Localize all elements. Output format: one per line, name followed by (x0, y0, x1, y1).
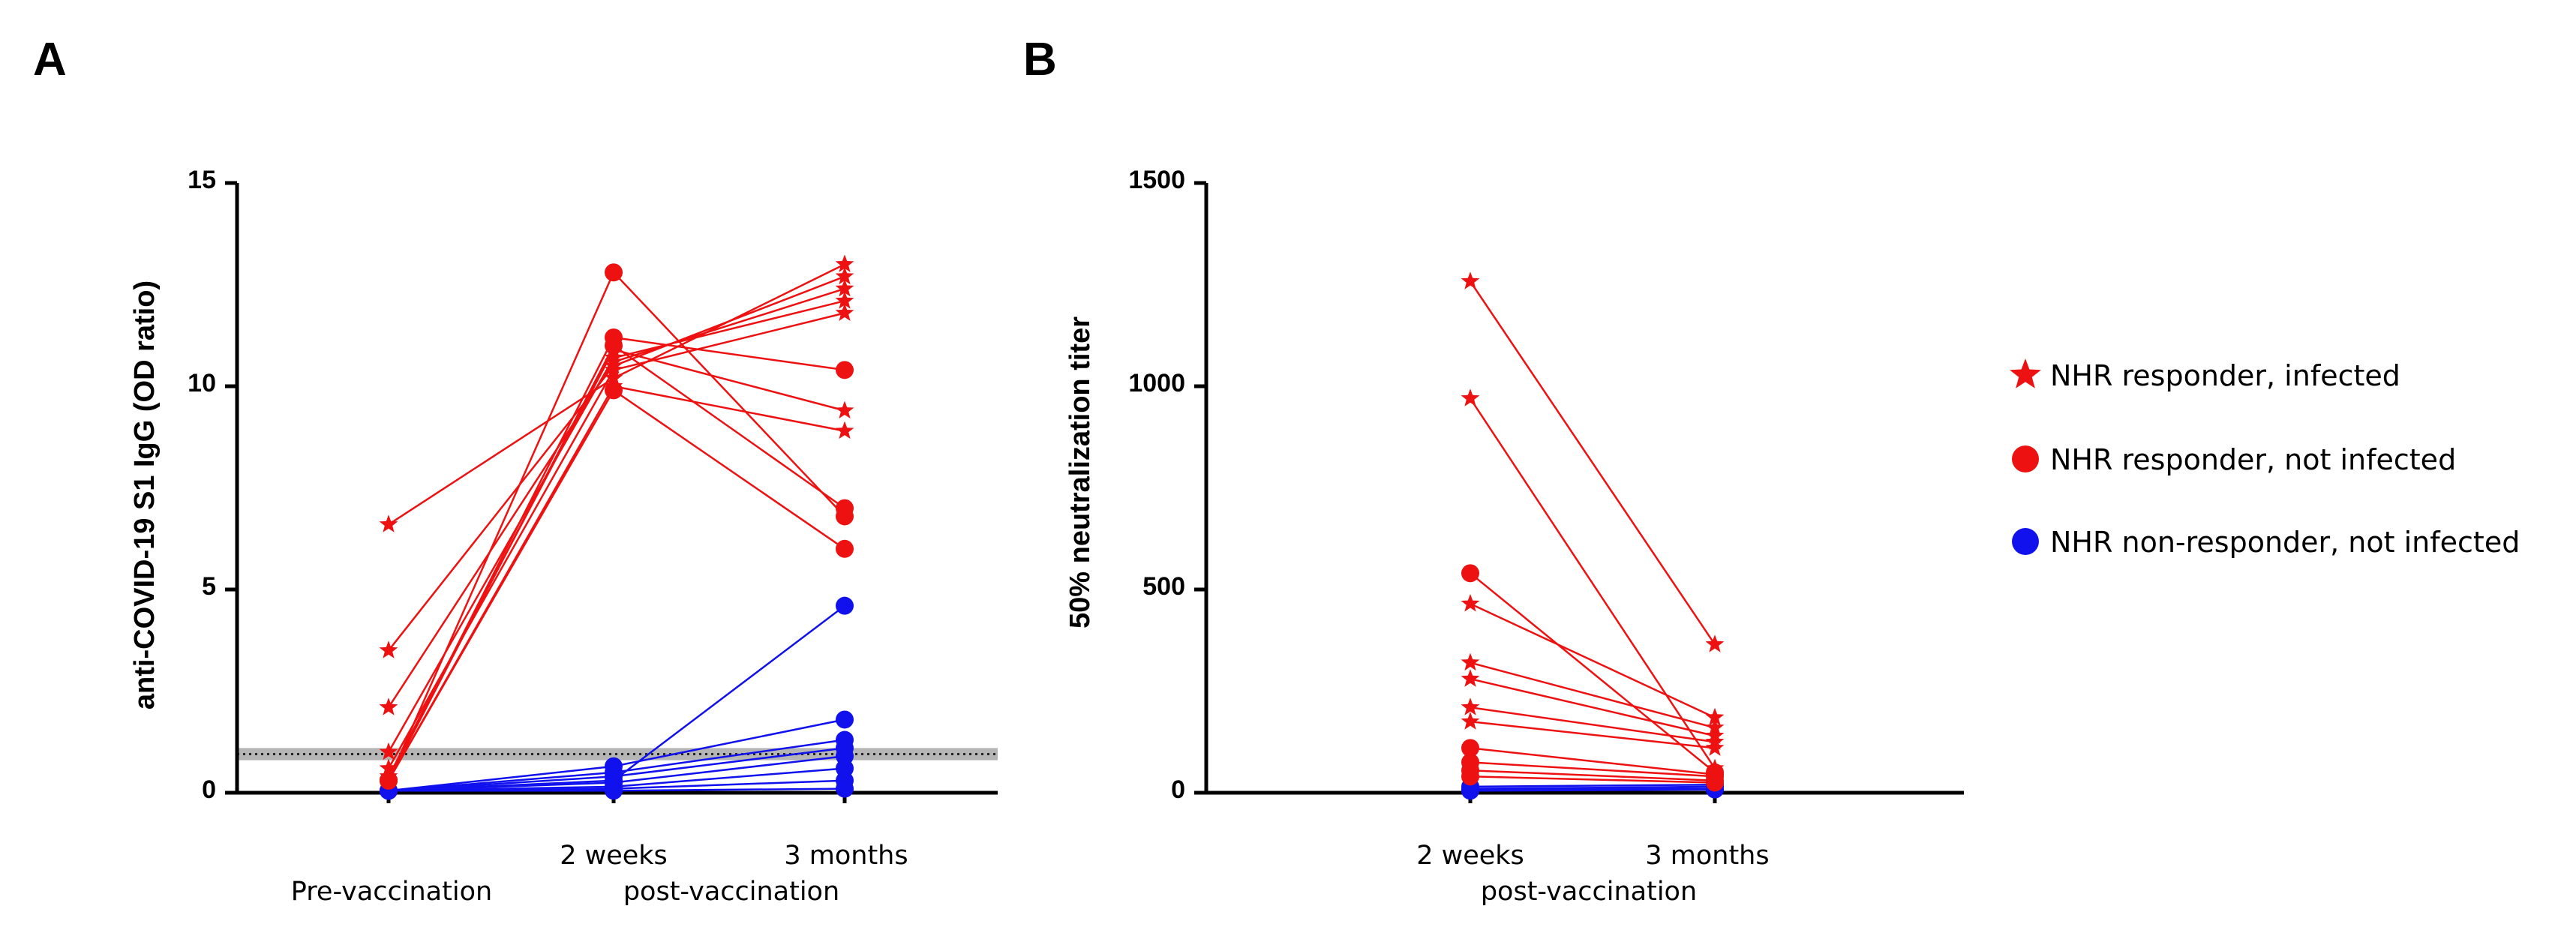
data-point-infected (1461, 272, 1480, 290)
panel-a-y-axis-title: anti-COVID-19 S1 IgG (OD ratio) (129, 280, 161, 710)
data-point-infected (1705, 758, 1725, 776)
series-line-non_responder (1470, 783, 1716, 788)
series-line-infected (1470, 602, 1716, 718)
data-point-infected (1461, 669, 1480, 687)
series-line-infected (1469, 280, 1716, 645)
series-line-non_responder (1470, 788, 1716, 792)
panel-b-ytick-label: 500 (1142, 572, 1185, 601)
series-line-responder (1470, 761, 1716, 778)
panel-a-markers (379, 254, 854, 800)
series-line-infected (1470, 677, 1716, 737)
series-line-infected (1470, 706, 1716, 743)
panel-b-x-group-label: post-vaccination (1481, 877, 1697, 907)
series-line-infected (1469, 398, 1716, 770)
panel-b: B 50% neutralization titer 0 500 1000 15… (1023, 34, 1964, 907)
panel-b-ytick-label: 0 (1171, 776, 1185, 804)
panel-a-ytick-label: 15 (188, 166, 216, 194)
data-point-non_responder (836, 596, 854, 615)
series-line-responder (1470, 747, 1716, 776)
series-line-responder (1470, 769, 1716, 782)
data-point-infected (604, 360, 623, 378)
data-point-infected (1705, 738, 1725, 756)
data-point-infected (1461, 594, 1480, 612)
data-point-infected (835, 303, 854, 321)
panel-a-ytick-label: 5 (202, 572, 216, 601)
panel-b-xcat-label: 2 weeks (1416, 841, 1524, 871)
data-point-responder (1706, 773, 1724, 792)
series-line-responder (387, 388, 845, 782)
data-point-infected (379, 698, 398, 716)
data-point-infected (1705, 707, 1725, 726)
panel-b-ytick-label: 1500 (1128, 166, 1185, 194)
data-point-infected (1461, 712, 1480, 730)
data-point-infected (1461, 698, 1480, 716)
data-point-infected (379, 742, 398, 760)
panel-a-ytick-label: 0 (202, 776, 216, 804)
data-point-non_responder (1461, 782, 1479, 800)
panel-a-xcat-label: 3 months (784, 841, 908, 871)
data-point-infected (835, 400, 854, 418)
data-point-infected (1461, 652, 1480, 671)
data-point-infected (604, 376, 623, 394)
legend: NHR responder, infected NHR responder, n… (2010, 358, 2520, 559)
data-point-infected (379, 640, 398, 658)
data-point-infected (835, 421, 854, 440)
data-point-infected (1705, 634, 1725, 652)
data-point-infected (379, 514, 398, 532)
series-line-responder (1470, 572, 1716, 773)
data-point-responder (836, 361, 854, 380)
panel-a-cutoff-band (237, 748, 998, 760)
data-point-infected (835, 278, 854, 297)
data-point-infected (379, 770, 398, 789)
panel-b-ytick-label: 1000 (1128, 369, 1185, 398)
data-point-infected (835, 254, 854, 272)
panel-b-y-axis-title: 50% neutralization titer (1064, 316, 1096, 628)
series-line-infected (1470, 720, 1716, 749)
data-point-infected (1461, 388, 1480, 406)
panel-b-xcat-label: 3 months (1645, 841, 1769, 871)
data-point-infected (835, 266, 854, 285)
data-point-responder (605, 263, 623, 282)
panel-b-axes (1194, 181, 1964, 803)
panel-a-letter: A (33, 34, 67, 86)
data-point-responder (836, 539, 854, 558)
data-point-non_responder (836, 710, 854, 729)
data-point-infected (604, 340, 623, 358)
data-point-infected (604, 348, 623, 366)
data-point-responder (1461, 739, 1479, 758)
panel-a-x-group-label: post-vaccination (623, 877, 839, 907)
panel-b-series-lines (1469, 280, 1716, 792)
data-point-non_responder (836, 779, 854, 798)
series-line-responder (1470, 776, 1716, 784)
data-point-responder (1461, 767, 1479, 786)
data-point-responder (836, 499, 854, 518)
legend-star-icon (2010, 358, 2041, 388)
data-point-non_responder (605, 782, 623, 800)
panel-b-letter: B (1023, 34, 1057, 86)
data-point-infected (835, 291, 854, 309)
panel-a: A anti-COVID-19 S1 IgG (OD ratio) 0 5 10… (33, 34, 998, 907)
panel-a-xcat-label: 2 weeks (560, 841, 668, 871)
panel-a-ytick-label: 10 (188, 369, 216, 398)
panel-a-xcat-label: Pre-vaccination (291, 877, 492, 907)
series-line-responder (387, 336, 845, 782)
legend-label-non-responder: NHR non-responder, not infected (2050, 526, 2520, 559)
data-point-responder (1461, 564, 1479, 583)
legend-markers (2010, 358, 2041, 555)
legend-circle-icon (2012, 528, 2039, 555)
legend-label-responder: NHR responder, not infected (2050, 443, 2456, 476)
legend-label-infected: NHR responder, infected (2050, 359, 2400, 392)
series-line-infected (1470, 662, 1716, 729)
legend-circle-icon (2012, 446, 2039, 472)
series-line-non_responder (1470, 785, 1716, 790)
panel-b-markers (1461, 272, 1725, 800)
